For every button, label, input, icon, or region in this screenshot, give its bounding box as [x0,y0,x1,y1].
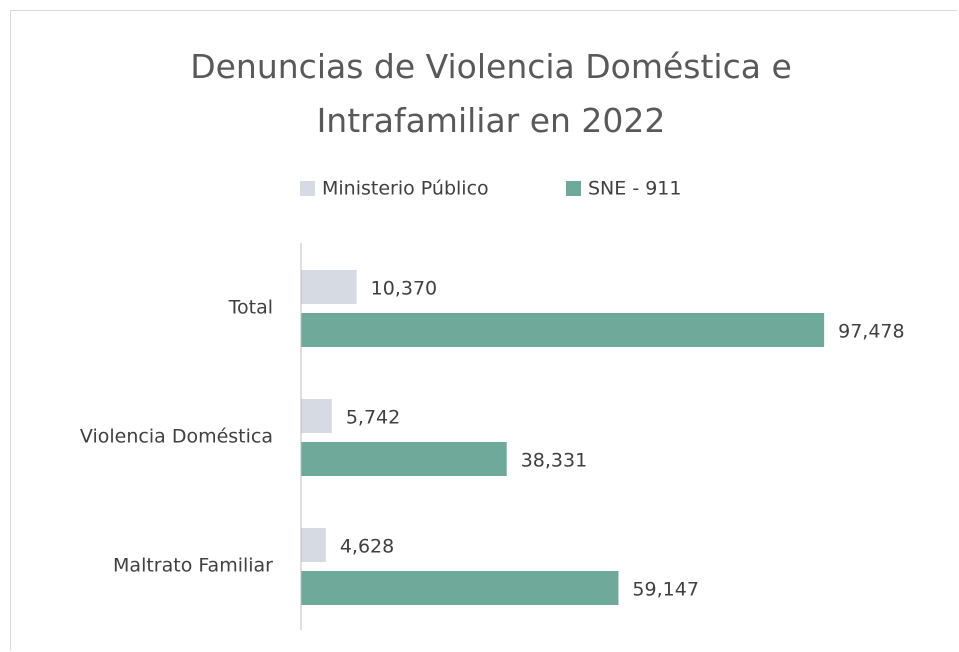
legend-swatch [566,181,581,196]
bar [301,270,357,304]
data-label: 97,478 [838,321,904,343]
legend-swatch [300,181,315,196]
bar [301,571,619,605]
bar [301,528,326,562]
chart-frame [10,10,957,650]
bar [301,313,825,347]
y-tick-label: Total [228,297,273,319]
y-tick-label: Maltrato Familiar [113,555,273,577]
legend-label: SNE - 911 [588,178,681,200]
chart-title: Denuncias de Violencia Doméstica e Intra… [190,47,792,140]
bar [301,399,332,433]
bar [301,442,507,476]
data-label: 59,147 [632,579,698,601]
legend-label: Ministerio Público [322,178,489,200]
data-label: 38,331 [521,450,587,472]
data-label: 10,370 [371,278,437,300]
data-label: 5,742 [346,407,400,429]
y-tick-label: Violencia Doméstica [80,426,273,448]
data-label: 4,628 [340,536,394,558]
